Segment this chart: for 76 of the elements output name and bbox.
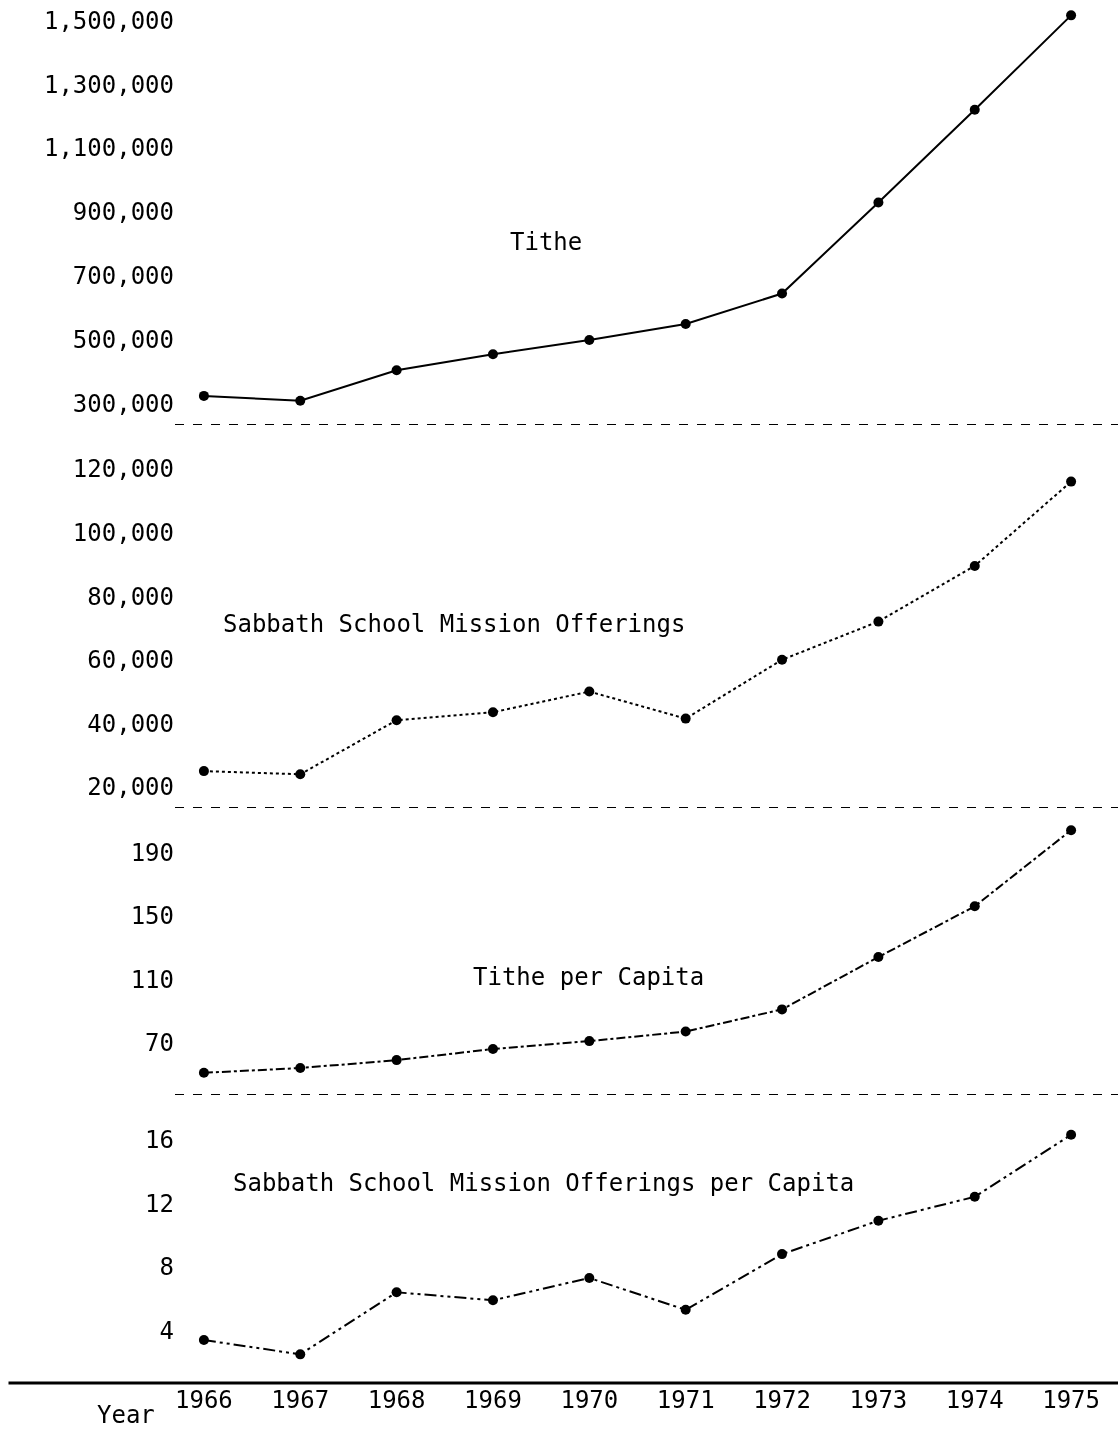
point (680, 1026, 691, 1037)
y-tick-label: 700,000 (72, 262, 174, 291)
x-tick-label: 1970 (560, 1386, 619, 1414)
point (295, 769, 306, 780)
y-tick-label: 16 (145, 1125, 174, 1154)
point (969, 560, 980, 571)
point (198, 390, 209, 401)
point (1066, 10, 1077, 21)
point (198, 1067, 209, 1078)
x-tick-label: 1968 (367, 1386, 426, 1414)
x-tick-label: 1972 (753, 1386, 811, 1414)
point (198, 766, 209, 777)
y-tick-label: 4 (159, 1316, 174, 1345)
point (487, 1044, 498, 1055)
point (1066, 1129, 1077, 1140)
series-label: Sabbath School Mission Offerings per Capita (233, 1169, 855, 1197)
point (391, 715, 402, 726)
point (873, 1215, 884, 1226)
y-tick-label: 500,000 (72, 326, 174, 355)
y-tick-label: 12 (145, 1189, 174, 1218)
y-tick-label: 20,000 (87, 773, 174, 802)
x-tick-label: 1974 (945, 1386, 1004, 1414)
point (1066, 476, 1077, 487)
y-tick-label: 1,500,000 (43, 6, 174, 35)
y-tick-label: 110 (130, 965, 174, 994)
y-tick-label: 100,000 (72, 518, 174, 547)
point (391, 1287, 402, 1298)
point (777, 288, 788, 299)
x-tick-label: 1971 (656, 1386, 715, 1414)
y-tick-label: 150 (130, 902, 174, 931)
y-tick-label: 1,300,000 (43, 70, 174, 99)
point (873, 197, 884, 208)
text: Sabbath School Mission Offerings (223, 610, 686, 638)
point (584, 686, 595, 697)
x-tick-label: 1973 (849, 1386, 908, 1414)
point (969, 1191, 980, 1202)
point (680, 318, 691, 329)
point (391, 1055, 402, 1066)
y-tick-label: 70 (145, 1029, 174, 1058)
y-tick-label: 80,000 (87, 582, 174, 611)
x-tick-label: 1969 (464, 1386, 522, 1414)
point (584, 1272, 595, 1283)
x-tick-label: 1966 (175, 1386, 233, 1414)
point (969, 901, 980, 912)
point (1066, 825, 1077, 836)
point (198, 1335, 209, 1346)
point (777, 654, 788, 665)
point (873, 616, 884, 627)
x-tick-label: 1975 (1042, 1386, 1100, 1414)
point (487, 349, 498, 360)
point (680, 1304, 691, 1315)
text: Tithe (510, 228, 583, 256)
y-tick-label: 190 (130, 838, 174, 867)
y-tick-label: 300,000 (72, 390, 174, 419)
y-tick-label: 120,000 (72, 455, 174, 484)
point (680, 713, 691, 724)
y-tick-label: 1,100,000 (43, 134, 174, 163)
point (391, 365, 402, 376)
x-tick-label: 1967 (271, 1386, 330, 1414)
x-axis-title: Year (97, 1401, 155, 1429)
point (295, 395, 306, 406)
point (777, 1249, 788, 1260)
y-tick-label: 40,000 (87, 709, 174, 738)
point (295, 1063, 306, 1074)
point (487, 1295, 498, 1306)
y-tick-label: 8 (159, 1253, 174, 1282)
point (969, 104, 980, 115)
point (777, 1004, 788, 1015)
point (584, 1036, 595, 1047)
point (487, 707, 498, 718)
y-tick-label: 60,000 (87, 646, 174, 675)
y-tick-label: 900,000 (72, 198, 174, 227)
series-label: Tithe per Capita (473, 963, 705, 991)
point (873, 952, 884, 963)
point (295, 1349, 306, 1360)
point (584, 334, 595, 345)
